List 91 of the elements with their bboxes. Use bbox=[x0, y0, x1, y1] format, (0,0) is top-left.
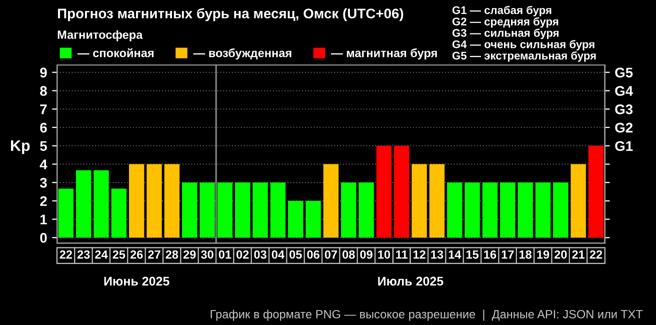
x-tick-label: 16 bbox=[484, 250, 496, 259]
category-label: G5 bbox=[615, 68, 633, 78]
x-tick-label: 21 bbox=[572, 250, 585, 259]
bar bbox=[146, 164, 162, 238]
category-label: G3 bbox=[615, 104, 633, 114]
bar bbox=[217, 182, 233, 238]
x-tick-label: 11 bbox=[396, 250, 408, 259]
bar bbox=[200, 182, 215, 238]
x-tick-label: 07 bbox=[324, 250, 337, 259]
x-tick-label: 18 bbox=[519, 250, 532, 259]
x-tick-label: 26 bbox=[130, 250, 143, 259]
bar bbox=[553, 182, 568, 238]
y-tick-label: 4 bbox=[40, 160, 48, 170]
y-tick-label: 1 bbox=[40, 214, 47, 224]
bar bbox=[412, 164, 427, 238]
chart-title: Прогноз магнитных бурь на месяц, Омск (UTC+06) bbox=[58, 8, 404, 22]
x-tick-label: 03 bbox=[254, 250, 266, 259]
text: Июнь 2025 bbox=[104, 276, 170, 286]
x-tick-label: 02 bbox=[236, 250, 249, 259]
text: G3 — сильная буря bbox=[452, 28, 559, 40]
bar bbox=[588, 146, 604, 238]
legend-label: — магнитная буря bbox=[331, 48, 437, 60]
x-tick-label: 19 bbox=[537, 250, 550, 259]
y-tick-label: 0 bbox=[40, 232, 47, 243]
bar bbox=[341, 182, 356, 238]
bar bbox=[570, 164, 586, 238]
category-label: G4 bbox=[615, 86, 634, 96]
text: График в формате PNG — высокое разрешение | Данные API: JSON или TXT bbox=[210, 310, 643, 321]
bar bbox=[464, 182, 480, 238]
x-tick-label: 12 bbox=[413, 250, 426, 259]
x-tick-label: 09 bbox=[360, 250, 372, 259]
y-tick-label: 9 bbox=[40, 68, 47, 78]
x-tick-label: 01 bbox=[218, 250, 232, 259]
x-tick-label: 28 bbox=[166, 250, 178, 259]
bar bbox=[270, 182, 286, 238]
x-tick-label: 23 bbox=[77, 250, 90, 259]
x-tick-label: 25 bbox=[112, 250, 126, 259]
legend-label: — возбужденная bbox=[193, 48, 292, 60]
x-tick-label: 24 bbox=[95, 250, 108, 259]
bar bbox=[252, 182, 268, 238]
x-tick-label: 05 bbox=[290, 250, 302, 259]
bar bbox=[323, 164, 339, 238]
x-tick-label: 14 bbox=[448, 250, 462, 259]
bar bbox=[235, 182, 250, 238]
x-tick-label: 20 bbox=[554, 250, 567, 259]
x-tick-label: 13 bbox=[431, 250, 444, 259]
bar bbox=[288, 200, 304, 238]
text: Июль 2025 bbox=[378, 276, 444, 286]
category-label: G1 bbox=[615, 141, 633, 151]
text: G2 — средняя буря bbox=[452, 17, 558, 28]
x-tick-label: 15 bbox=[466, 250, 479, 259]
bar bbox=[535, 182, 551, 238]
x-tick-label: 06 bbox=[307, 250, 320, 259]
bar bbox=[76, 170, 92, 238]
y-tick-label: 8 bbox=[40, 86, 47, 96]
bar bbox=[58, 188, 74, 238]
bar bbox=[94, 170, 109, 238]
y-tick-label: 3 bbox=[40, 178, 47, 188]
bar bbox=[500, 182, 516, 238]
y-axis-title: Kp bbox=[11, 140, 30, 154]
bar bbox=[111, 188, 127, 238]
x-tick-label: 22 bbox=[590, 250, 602, 259]
y-tick-label: 7 bbox=[40, 104, 47, 114]
bar bbox=[376, 146, 392, 238]
x-tick-label: 08 bbox=[342, 250, 355, 259]
y-tick-label: 5 bbox=[40, 141, 47, 151]
x-tick-label: 30 bbox=[200, 250, 214, 259]
bar bbox=[394, 146, 410, 238]
bar bbox=[429, 164, 445, 238]
x-tick-label: 04 bbox=[272, 250, 284, 259]
legend-label: — спокойная bbox=[78, 48, 154, 58]
text: G5 — экстремальная буря bbox=[452, 51, 596, 62]
x-tick-label: 22 bbox=[60, 250, 72, 259]
y-tick-label: 6 bbox=[40, 122, 47, 133]
bar bbox=[306, 200, 321, 238]
x-tick-label: 27 bbox=[148, 250, 160, 259]
bar bbox=[482, 182, 498, 238]
bar bbox=[182, 182, 198, 238]
text: G4 — очень сильная буря bbox=[452, 40, 594, 50]
bar bbox=[164, 164, 180, 238]
y-tick-label: 2 bbox=[40, 196, 47, 206]
bar bbox=[518, 182, 533, 238]
x-tick-label: 10 bbox=[378, 250, 390, 259]
category-label: G2 bbox=[615, 122, 633, 133]
x-tick-label: 17 bbox=[502, 250, 514, 259]
bar bbox=[358, 182, 374, 238]
bar bbox=[447, 182, 462, 238]
text: G1 — слабая буря bbox=[452, 6, 552, 16]
x-tick-label: 29 bbox=[183, 250, 196, 259]
legend-title: Магнитосфера bbox=[58, 30, 143, 42]
bar bbox=[128, 164, 144, 238]
